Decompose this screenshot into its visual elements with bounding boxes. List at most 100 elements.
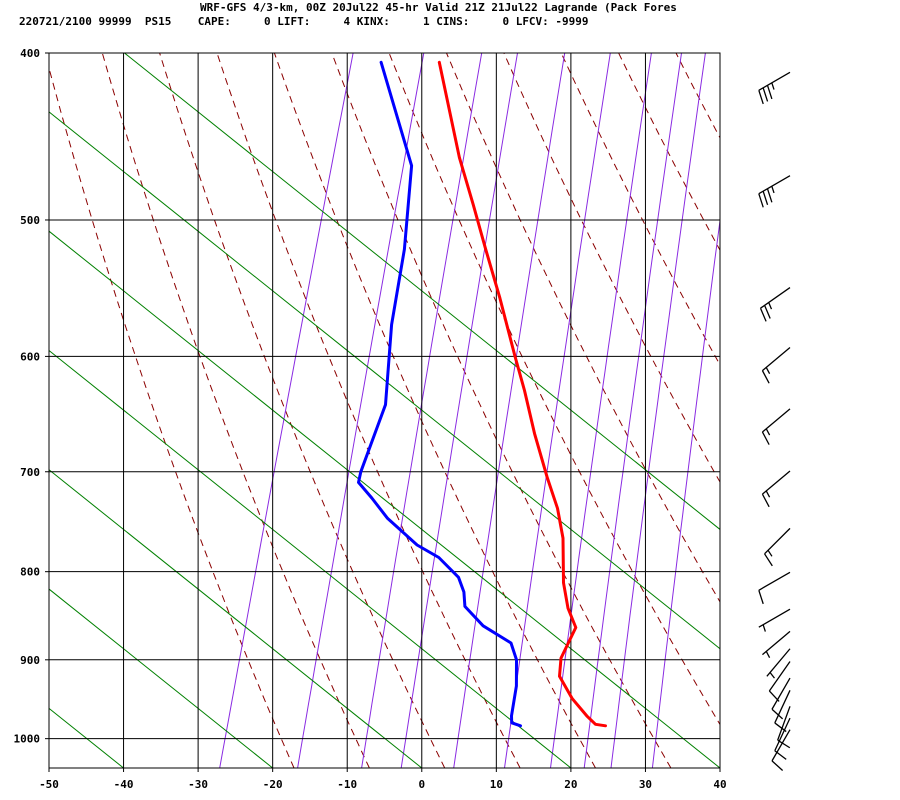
y-tick-label: 900 [20, 654, 40, 667]
wind-barb-full-tick [761, 431, 770, 445]
wind-barb-shaft [758, 571, 791, 591]
wind-barb-half-tick [767, 549, 773, 557]
wind-barb [762, 630, 791, 658]
wind-barb-half-tick [762, 624, 766, 632]
wind-barb-half-tick [765, 490, 771, 498]
dry-adiabat [101, 53, 370, 768]
y-tick-label: 400 [20, 47, 40, 60]
x-tick-label: -20 [263, 778, 283, 791]
dry-adiabat [159, 53, 446, 768]
wind-barb-shaft [774, 690, 791, 724]
chart-title: WRF-GFS 4/3-km, 00Z 20Jul22 45-hr Valid … [200, 1, 677, 14]
mixing-ratio-line [453, 53, 566, 768]
wind-barb-shaft [762, 470, 791, 495]
wind-barb-full-tick [758, 590, 764, 605]
moist-adiabat [49, 111, 720, 650]
wind-barb-full-tick [766, 85, 773, 100]
y-tick-label: 600 [20, 350, 40, 363]
mixing-ratio-line [400, 53, 518, 768]
sounding-indices: 220721/2100 99999 PS15 CAPE: 0 LIFT: 4 K… [19, 15, 589, 28]
wind-barb-half-tick [765, 367, 771, 375]
wind-barb-half-tick [769, 672, 775, 679]
moist-adiabat [49, 588, 273, 768]
wind-barb-full-tick [763, 553, 773, 567]
x-tick-label: 40 [713, 778, 726, 791]
wind-barb-shaft [764, 527, 791, 555]
wind-barb-half-tick [771, 185, 775, 194]
wind-barb-shaft [758, 175, 791, 195]
y-tick-label: 1000 [14, 733, 41, 746]
dry-adiabat [49, 66, 295, 768]
wind-barb-full-tick [771, 708, 784, 720]
wind-barb [758, 571, 791, 605]
moist-adiabat [49, 469, 423, 768]
dry-adiabat [388, 53, 720, 726]
dry-adiabat [560, 53, 720, 366]
mixing-ratio-line [504, 53, 611, 768]
mixing-ratio-line [583, 53, 682, 768]
wind-barb-full-tick [758, 90, 764, 105]
wind-barb-shaft [762, 346, 791, 372]
moist-adiabat [124, 53, 720, 531]
dry-adiabat [848, 53, 900, 768]
dry-adiabat [618, 53, 720, 252]
x-tick-label: -50 [39, 778, 59, 791]
wind-barb [758, 175, 791, 208]
dry-adiabat [503, 53, 720, 483]
wind-barb-full-tick [766, 188, 773, 203]
dry-adiabat [446, 53, 720, 603]
dry-adiabat [331, 53, 672, 768]
mixing-ratio-line [361, 53, 483, 768]
wind-barb-shaft [762, 408, 791, 433]
wind-barb-full-tick [762, 87, 769, 102]
mixing-ratio-line [550, 53, 652, 768]
moist-adiabat [49, 707, 124, 768]
wind-barb [763, 527, 791, 567]
wind-barb-shaft [771, 729, 791, 762]
wind-barb-shaft [766, 648, 791, 677]
temperature-trace [437, 60, 607, 728]
x-tick-label: 30 [639, 778, 652, 791]
dry-adiabat [216, 53, 521, 768]
wind-barb-half-tick [765, 428, 771, 436]
mixing-ratio-line [651, 216, 720, 768]
y-tick-label: 500 [20, 214, 40, 227]
wind-barb [771, 729, 791, 771]
wind-barb-shaft [758, 608, 791, 628]
wind-barb-full-tick [761, 370, 770, 384]
wind-barb-full-tick [759, 307, 767, 322]
dewpoint-trace [357, 60, 522, 728]
plot-frame [48, 52, 721, 769]
x-tick-label: -10 [337, 778, 357, 791]
wind-barb-full-tick [764, 305, 771, 319]
mixing-ratio-line [219, 53, 354, 768]
x-tick-label: 20 [564, 778, 577, 791]
wind-barb [761, 408, 791, 445]
mixing-ratio-line [297, 53, 425, 768]
wind-barb-half-tick [765, 651, 771, 658]
wind-barb-shaft [760, 287, 791, 309]
wind-barb-half-tick [768, 302, 773, 310]
wind-barb-shaft [762, 630, 791, 656]
y-tick-label: 800 [20, 566, 40, 579]
wind-barb [759, 287, 791, 322]
x-tick-label: 10 [490, 778, 503, 791]
wind-barb-full-tick [762, 190, 769, 205]
wind-barb-shaft [771, 677, 791, 710]
wind-barb [761, 470, 791, 508]
wind-barb-full-tick [761, 493, 770, 508]
wind-barb [766, 648, 791, 679]
wind-barb [771, 677, 791, 720]
wind-barb-full-tick [771, 760, 784, 771]
wind-barb-shaft [777, 706, 791, 741]
x-tick-label: -40 [114, 778, 134, 791]
wind-barb-shaft [768, 661, 791, 692]
wind-barb-shaft [774, 717, 791, 752]
wind-barb-half-tick [771, 82, 775, 90]
wind-barb [758, 608, 791, 632]
x-tick-label: -30 [188, 778, 208, 791]
wind-barb-shaft [758, 71, 791, 91]
wind-barb [761, 346, 791, 384]
x-tick-label: 0 [418, 778, 425, 791]
